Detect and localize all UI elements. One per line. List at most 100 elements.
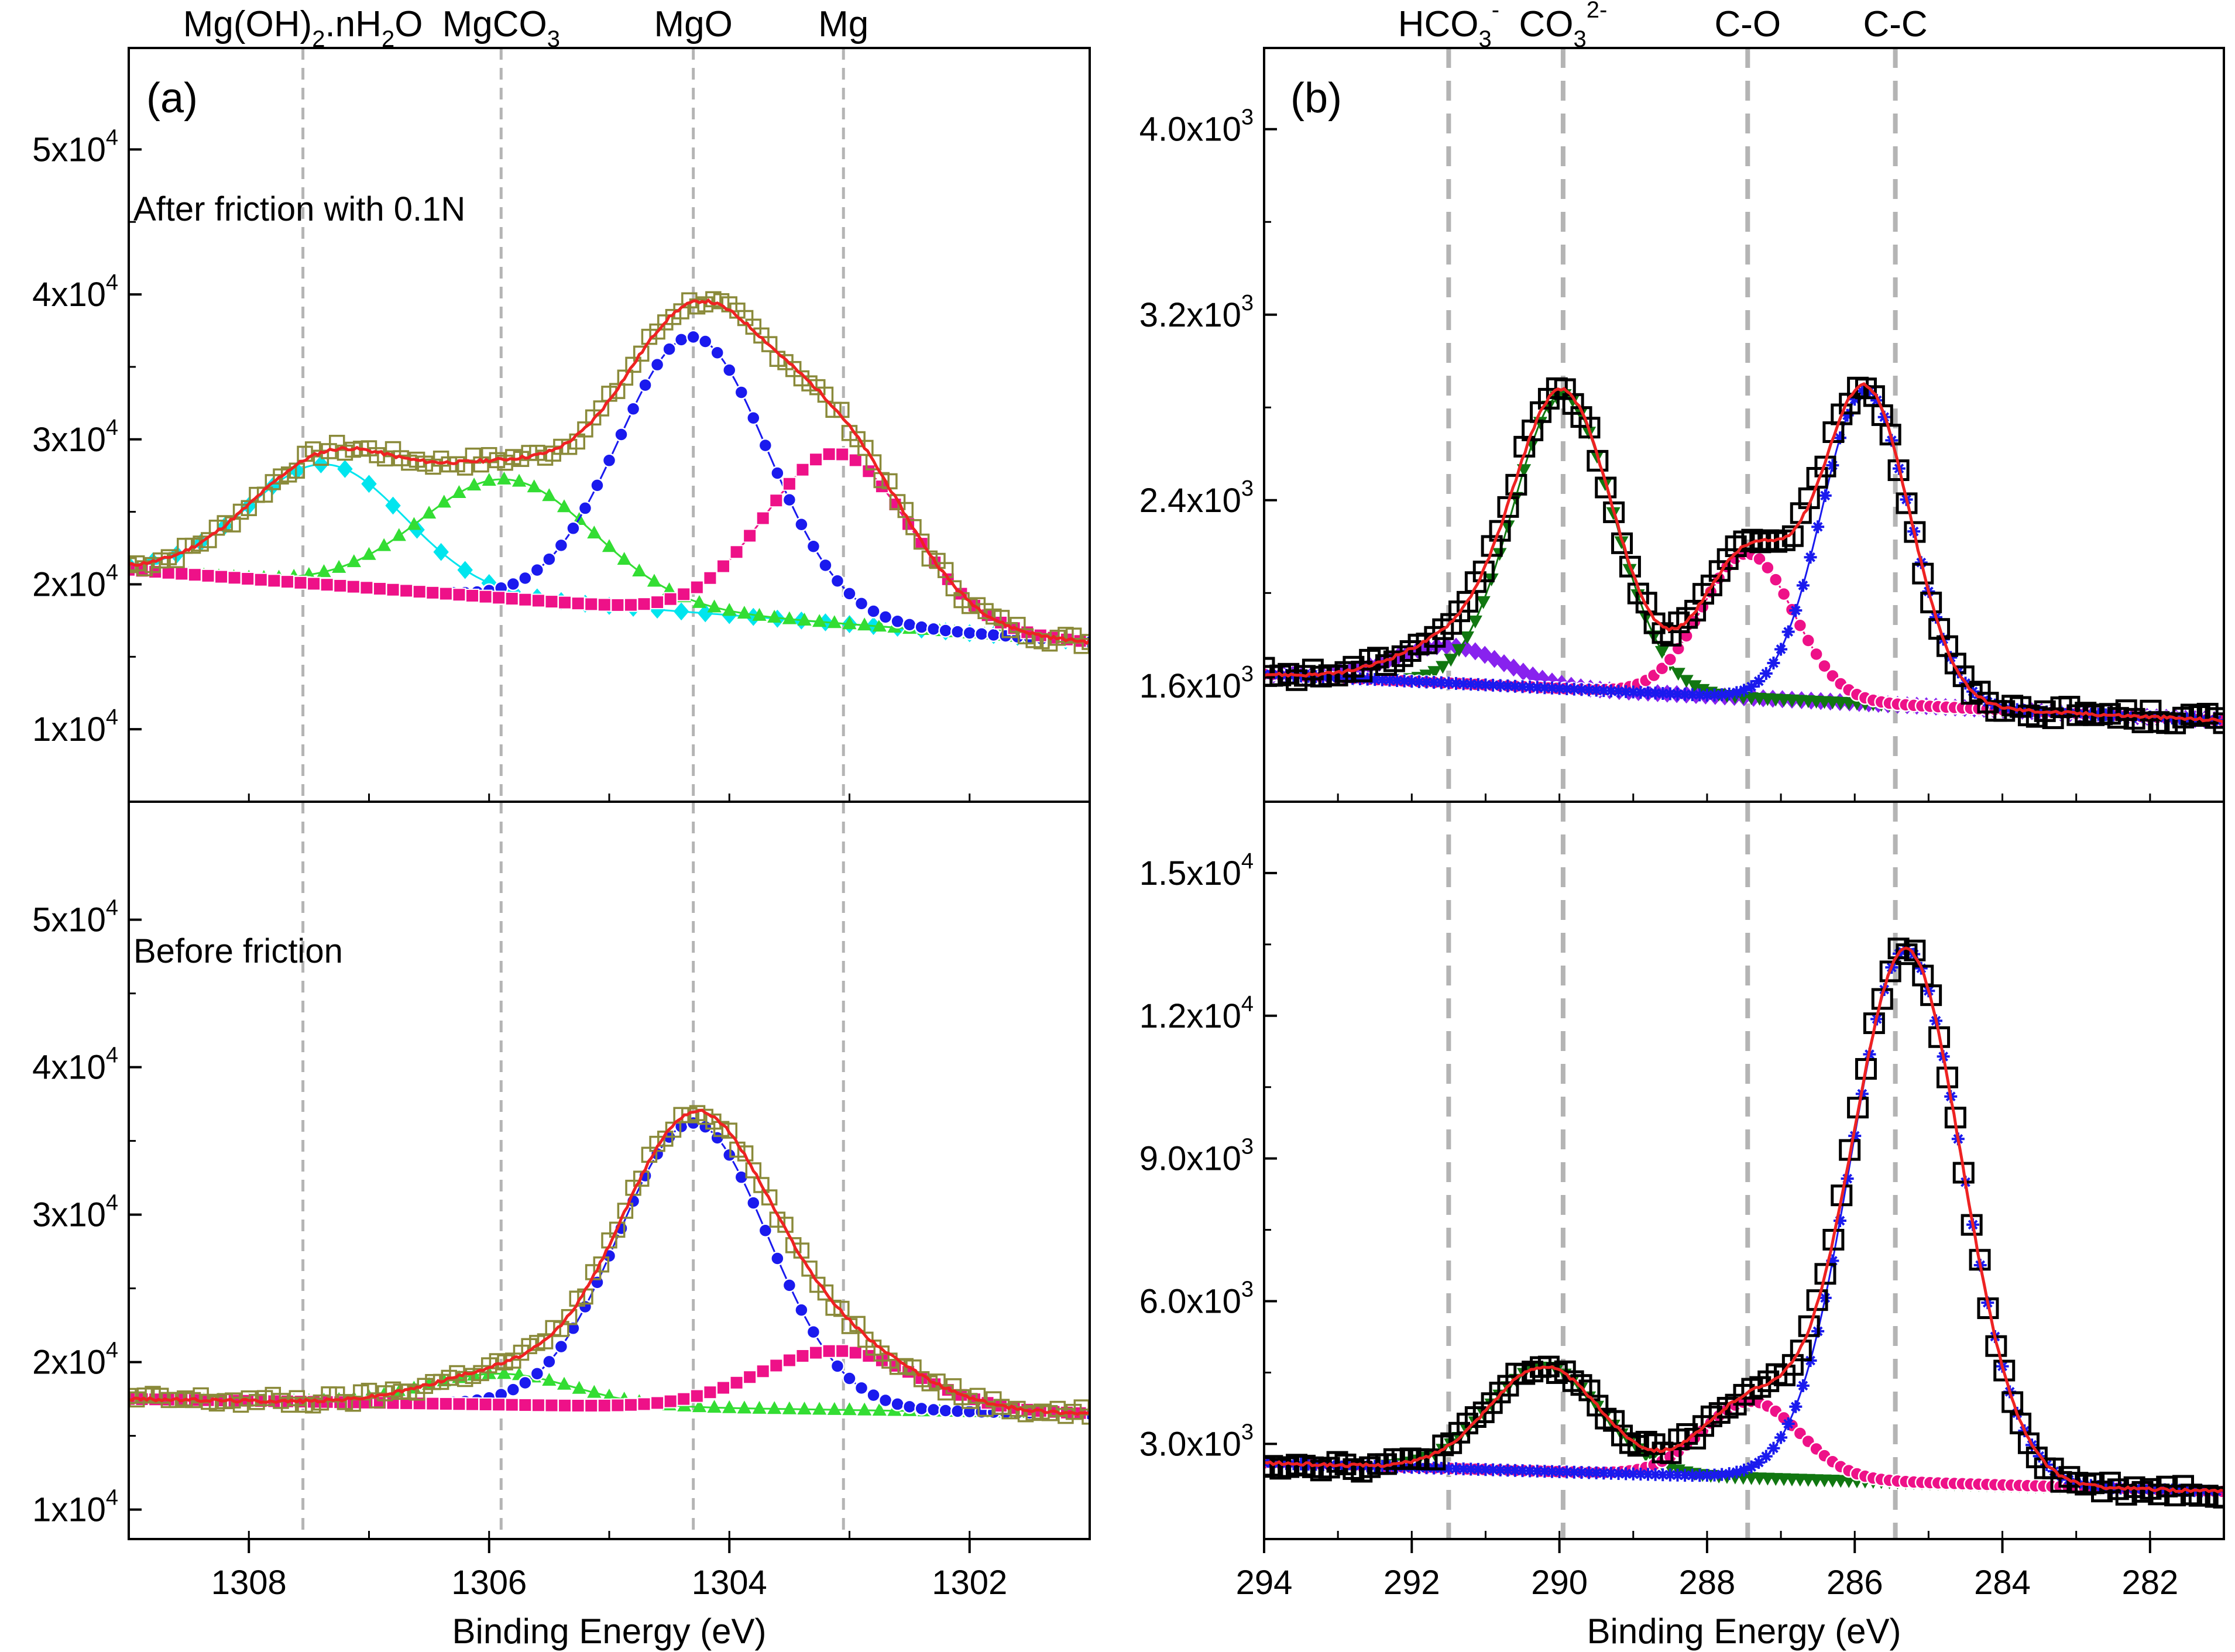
data-point — [743, 1370, 757, 1385]
data-point — [752, 607, 767, 621]
data-point — [1715, 688, 1729, 702]
data-point — [572, 1380, 586, 1394]
data-point — [797, 1402, 812, 1415]
data-point — [974, 627, 989, 641]
data-point — [597, 597, 612, 612]
data-point — [647, 573, 662, 587]
data-point — [518, 1375, 533, 1390]
data-point — [1789, 604, 1803, 617]
panel-a-top: 1x104 2x104 3x104 4x104 5x104 (a) After fricti… — [32, 4, 1091, 803]
data-point — [506, 1382, 521, 1397]
data-point — [385, 496, 401, 515]
data-point — [1863, 384, 1876, 398]
data-point — [392, 528, 406, 541]
raw-data-point — [1611, 532, 1633, 554]
data-point — [1811, 520, 1825, 534]
data-point — [571, 1398, 585, 1413]
data-point — [332, 559, 346, 573]
data-point — [506, 576, 521, 592]
data-point — [782, 492, 797, 507]
y-tick-label: 2x104 — [32, 1338, 118, 1382]
data-point — [769, 493, 784, 508]
data-point — [531, 593, 545, 608]
y-tick-label: 2.4x103 — [1139, 476, 1254, 520]
data-point — [492, 1397, 506, 1412]
data-point — [809, 1345, 823, 1360]
data-point — [1464, 678, 1478, 691]
data-point — [1768, 572, 1783, 587]
data-point — [950, 624, 965, 639]
data-point — [1523, 680, 1537, 693]
data-point — [1642, 686, 1654, 699]
data-point — [797, 613, 812, 626]
raw-data-point — [1920, 592, 1942, 614]
y-tick-label: 3x104 — [32, 415, 118, 459]
data-point — [638, 377, 653, 393]
data-point — [1855, 384, 1869, 398]
data-point — [758, 438, 773, 453]
data-point — [201, 568, 215, 583]
data-point — [795, 1349, 810, 1363]
data-point — [722, 1400, 737, 1413]
raw-data-point — [617, 1203, 634, 1219]
data-point — [1434, 676, 1448, 689]
data-point — [854, 596, 869, 611]
data-point — [914, 620, 929, 634]
data-point — [227, 571, 242, 585]
data-point — [1368, 673, 1382, 686]
data-point — [1801, 633, 1816, 648]
data-point — [1663, 652, 1678, 667]
data-point — [1634, 686, 1647, 699]
data-point — [1468, 615, 1482, 628]
data-point — [842, 1402, 857, 1416]
data-point — [1730, 1465, 1743, 1479]
raw-data-point — [633, 345, 650, 362]
raw-data-point — [1489, 520, 1511, 542]
x-tick-label: 292 — [1383, 1564, 1440, 1602]
data-point — [707, 599, 722, 613]
data-point — [866, 1387, 881, 1403]
data-point — [822, 447, 836, 462]
raw-data-point — [1855, 1058, 1877, 1080]
data-point — [1656, 1468, 1670, 1482]
data-point — [478, 1397, 493, 1411]
data-point — [650, 595, 665, 610]
data-point — [756, 511, 770, 526]
data-point — [770, 466, 785, 480]
data-point — [361, 475, 377, 493]
data-point — [722, 363, 737, 377]
raw-data-point — [1871, 988, 1893, 1010]
data-point — [1546, 681, 1558, 695]
y-tick-label: 4x104 — [32, 1043, 118, 1087]
data-point — [1745, 1460, 1758, 1474]
data-point — [848, 453, 863, 468]
data-point — [782, 476, 797, 491]
data-point — [438, 586, 453, 601]
data-point — [1427, 666, 1442, 679]
data-point — [584, 1399, 599, 1413]
data-point — [1738, 1464, 1750, 1476]
data-point — [478, 589, 493, 604]
data-point — [1589, 684, 1603, 697]
data-point — [438, 1396, 453, 1411]
data-point — [554, 538, 569, 553]
data-point — [422, 506, 437, 519]
data-point — [518, 571, 533, 586]
plot-area-a-top — [129, 48, 1090, 802]
envelope-fit-line — [1264, 946, 2224, 1494]
data-point — [716, 1380, 730, 1395]
plot-area-a-bottom — [129, 802, 1090, 1539]
data-point — [1834, 1214, 1846, 1228]
data-point — [1781, 625, 1795, 638]
data-point — [1767, 657, 1780, 670]
data-point — [452, 485, 466, 499]
data-point — [758, 1223, 773, 1238]
data-point — [1789, 1400, 1803, 1413]
data-point — [926, 1402, 941, 1417]
data-point — [1405, 675, 1419, 688]
data-point — [1597, 684, 1611, 698]
axes-frame — [128, 47, 1091, 803]
raw-data-point — [1472, 561, 1495, 583]
data-point — [806, 1324, 821, 1340]
data-point — [1671, 668, 1685, 681]
